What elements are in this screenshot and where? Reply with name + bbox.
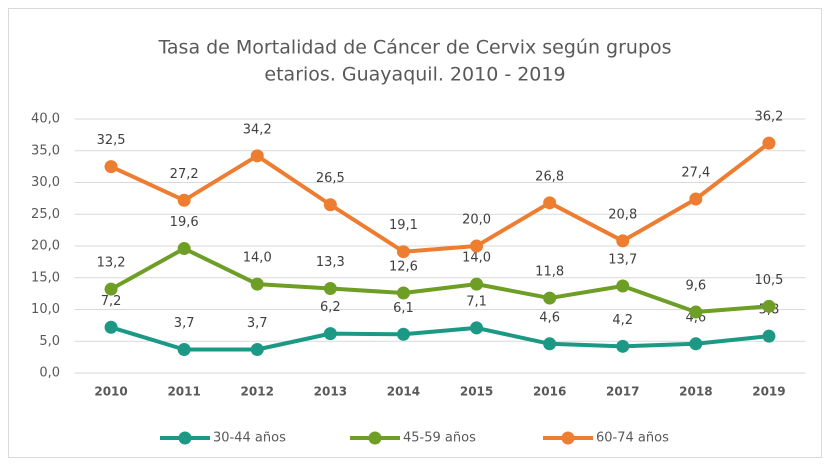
data-label: 27,4 xyxy=(681,166,710,181)
point-marker xyxy=(762,136,776,150)
data-label: 3,7 xyxy=(174,316,195,331)
point-marker xyxy=(689,192,703,206)
point-marker xyxy=(543,196,557,210)
x-tick-label: 2011 xyxy=(167,385,200,399)
data-label: 4,2 xyxy=(612,313,633,328)
point-marker xyxy=(177,193,191,207)
chart-border xyxy=(8,8,822,458)
data-label: 6,2 xyxy=(320,300,341,315)
data-label: 32,5 xyxy=(97,133,126,148)
y-tick-label: 25,0 xyxy=(31,207,60,222)
point-marker xyxy=(323,327,337,341)
data-label: 7,1 xyxy=(466,294,487,309)
legend-label: 30-44 años xyxy=(213,431,286,446)
x-tick-label: 2013 xyxy=(314,385,347,399)
data-label: 10,5 xyxy=(754,273,783,288)
legend-marker xyxy=(561,431,575,445)
data-label: 13,2 xyxy=(97,256,126,271)
data-label: 6,1 xyxy=(393,301,414,316)
point-marker xyxy=(689,305,703,319)
x-tick-label: 2018 xyxy=(679,385,712,399)
point-marker xyxy=(543,291,557,305)
point-marker xyxy=(177,343,191,357)
data-label: 26,8 xyxy=(535,169,564,184)
point-marker xyxy=(762,329,776,343)
y-tick-label: 5,0 xyxy=(39,334,60,349)
series-line xyxy=(109,141,771,254)
point-marker xyxy=(250,343,264,357)
chart-title: etarios. Guayaquil. 2010 - 2019 xyxy=(264,64,565,86)
x-tick-label: 2019 xyxy=(752,385,785,399)
y-tick-label: 30,0 xyxy=(31,175,60,190)
legend-marker xyxy=(368,431,382,445)
data-label: 36,2 xyxy=(754,110,783,125)
x-tick-label: 2014 xyxy=(387,385,420,399)
series-line xyxy=(109,246,771,315)
y-tick-label: 10,0 xyxy=(31,302,60,317)
legend-label: 60-74 años xyxy=(596,431,669,446)
series-line xyxy=(109,325,771,352)
data-label: 19,1 xyxy=(389,218,418,233)
x-tick-label: 2015 xyxy=(460,385,493,399)
data-label: 34,2 xyxy=(243,122,272,137)
data-label: 20,8 xyxy=(608,207,637,222)
data-label: 14,0 xyxy=(462,251,491,266)
y-tick-label: 0,0 xyxy=(39,366,60,381)
data-label: 3,7 xyxy=(247,316,268,331)
point-marker xyxy=(543,337,557,351)
x-tick-label: 2017 xyxy=(606,385,639,399)
point-marker xyxy=(616,279,630,293)
x-tick-label: 2016 xyxy=(533,385,566,399)
data-label: 13,7 xyxy=(608,253,637,268)
data-label: 12,6 xyxy=(389,259,418,274)
data-label: 26,5 xyxy=(316,171,345,186)
x-tick-label: 2012 xyxy=(241,385,274,399)
point-marker xyxy=(396,327,410,341)
y-tick-label: 40,0 xyxy=(31,112,60,127)
point-marker xyxy=(470,277,484,291)
point-marker xyxy=(104,282,118,296)
data-label: 14,0 xyxy=(243,251,272,266)
legend-label: 45-59 años xyxy=(403,431,476,446)
point-marker xyxy=(323,198,337,212)
point-marker xyxy=(396,245,410,259)
data-label: 20,0 xyxy=(462,213,491,228)
point-marker xyxy=(177,242,191,256)
point-marker xyxy=(104,320,118,334)
data-label: 9,6 xyxy=(686,279,707,294)
data-label: 11,8 xyxy=(535,265,564,280)
legend-marker xyxy=(178,431,192,445)
point-marker xyxy=(250,149,264,163)
point-marker xyxy=(104,160,118,174)
point-marker xyxy=(396,286,410,300)
point-marker xyxy=(689,337,703,351)
point-marker xyxy=(470,321,484,335)
x-tick-label: 2010 xyxy=(94,385,127,399)
chart-title: Tasa de Mortalidad de Cáncer de Cervix s… xyxy=(157,37,671,59)
data-label: 4,6 xyxy=(539,310,560,325)
point-marker xyxy=(616,234,630,248)
data-label: 13,3 xyxy=(316,255,345,270)
point-marker xyxy=(250,277,264,291)
y-tick-label: 20,0 xyxy=(31,239,60,254)
point-marker xyxy=(762,299,776,313)
point-marker xyxy=(470,239,484,253)
data-label: 7,2 xyxy=(101,294,122,309)
y-tick-label: 15,0 xyxy=(31,270,60,285)
point-marker xyxy=(323,282,337,296)
data-label: 27,2 xyxy=(170,167,199,182)
y-tick-label: 35,0 xyxy=(31,143,60,158)
point-marker xyxy=(616,339,630,353)
data-label: 19,6 xyxy=(170,215,199,230)
